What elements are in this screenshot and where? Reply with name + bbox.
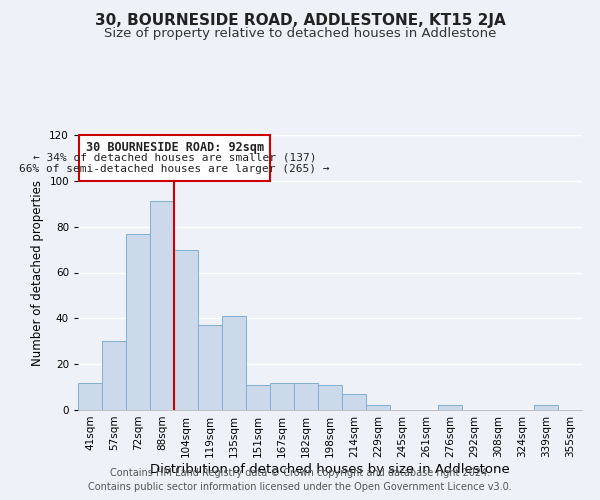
Bar	[126, 234, 150, 410]
Bar	[438, 406, 462, 410]
Bar	[78, 382, 102, 410]
Text: Size of property relative to detached houses in Addlestone: Size of property relative to detached ho…	[104, 28, 496, 40]
Y-axis label: Number of detached properties: Number of detached properties	[31, 180, 44, 366]
Bar	[342, 394, 366, 410]
Bar	[318, 385, 342, 410]
Text: 30, BOURNESIDE ROAD, ADDLESTONE, KT15 2JA: 30, BOURNESIDE ROAD, ADDLESTONE, KT15 2J…	[95, 12, 505, 28]
Text: 66% of semi-detached houses are larger (265) →: 66% of semi-detached houses are larger (…	[19, 164, 330, 173]
Bar	[102, 341, 126, 410]
Bar	[222, 316, 246, 410]
Bar	[79, 135, 270, 181]
Text: Contains HM Land Registry data © Crown copyright and database right 2024.
Contai: Contains HM Land Registry data © Crown c…	[88, 468, 512, 492]
X-axis label: Distribution of detached houses by size in Addlestone: Distribution of detached houses by size …	[150, 462, 510, 475]
Bar	[534, 406, 558, 410]
Text: 30 BOURNESIDE ROAD: 92sqm: 30 BOURNESIDE ROAD: 92sqm	[86, 140, 263, 153]
Bar	[198, 325, 222, 410]
Bar	[366, 406, 390, 410]
Bar	[294, 382, 318, 410]
Text: ← 34% of detached houses are smaller (137): ← 34% of detached houses are smaller (13…	[33, 152, 316, 162]
Bar	[246, 385, 270, 410]
Bar	[150, 202, 174, 410]
Bar	[270, 382, 294, 410]
Bar	[174, 250, 198, 410]
